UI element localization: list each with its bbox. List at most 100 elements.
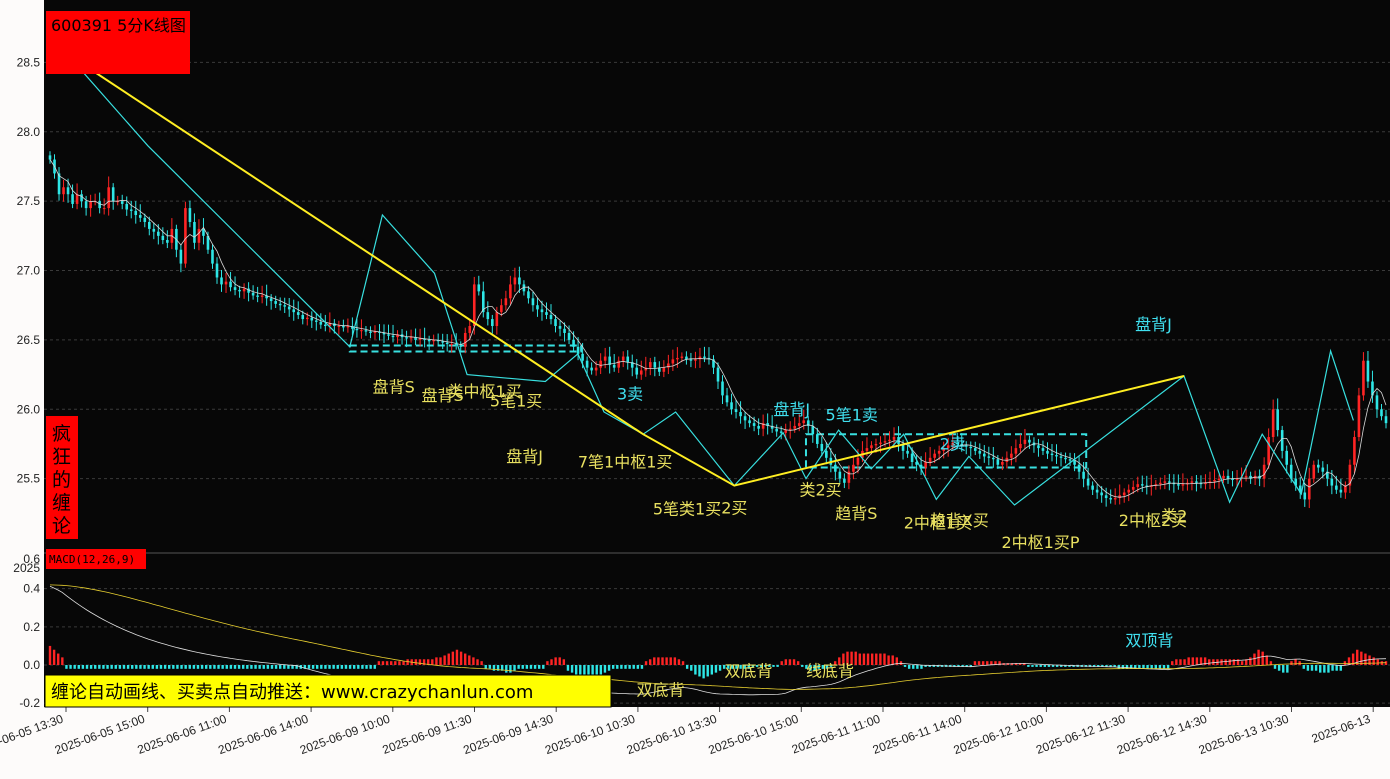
macd-dea-line [49, 584, 1387, 690]
macd-bar [73, 665, 76, 669]
macd-bar [1347, 657, 1351, 665]
candle-body [603, 356, 607, 361]
signal-label: 5笔类1买 [653, 500, 721, 519]
macd-bar [916, 665, 919, 669]
candle-body [57, 173, 61, 195]
macd-bar [295, 665, 298, 669]
candle-body [432, 339, 435, 342]
macd-bar [159, 665, 163, 669]
macd-bar [1265, 655, 1268, 665]
candle-body [685, 356, 688, 360]
candle-body [680, 356, 684, 358]
chart-frame-bg [44, 0, 1390, 707]
macd-bar [1195, 657, 1199, 665]
macd-bar [209, 665, 212, 669]
candle-body [1109, 498, 1112, 500]
side-label-box [46, 416, 78, 539]
macd-bar [324, 665, 327, 669]
candle-body [391, 335, 395, 338]
candle-body [1294, 478, 1298, 486]
candle-body [1335, 485, 1338, 490]
macd-bar [665, 657, 668, 665]
candle-body [825, 450, 828, 458]
macd-bar [780, 661, 783, 665]
candle-body [694, 359, 697, 361]
candle-body [283, 305, 287, 307]
time-tick-label: 2025-06-05 15:00 [53, 712, 147, 758]
macd-bar [887, 655, 890, 665]
macd-bar [529, 665, 533, 669]
macd-bar [422, 659, 426, 665]
macd-bar [846, 651, 849, 665]
candle-body [1041, 448, 1045, 451]
macd-bar [348, 665, 352, 669]
macd-bar [607, 665, 611, 671]
candle-body [721, 381, 724, 396]
macd-bar [583, 665, 586, 675]
macd-bar [546, 661, 549, 665]
macd-bar [862, 653, 866, 665]
clipped-label: 0.6 [23, 552, 40, 566]
candle-body [906, 450, 909, 454]
candle-body [946, 445, 950, 449]
candle-body [581, 353, 584, 361]
macd-tick-label: -0.2 [19, 696, 40, 710]
macd-bar [110, 665, 113, 669]
candle-body [287, 306, 291, 310]
candle-body [1366, 360, 1370, 382]
time-tick-label: 2025-06-10 10:30 [543, 712, 637, 758]
macd-bar [496, 665, 500, 671]
macd-bar [118, 665, 122, 669]
macd-bar [1171, 661, 1174, 665]
macd-bar [98, 665, 101, 669]
candle-body [1181, 484, 1185, 486]
macd-bar [858, 653, 862, 665]
macd-bar [525, 665, 529, 669]
candle-body [1122, 492, 1126, 496]
macd-tick-label: 0.2 [23, 620, 40, 634]
macd-bar [200, 665, 204, 669]
macd-bar [233, 665, 237, 669]
time-tick-label: 2025-06-06 14:00 [216, 712, 310, 758]
candle-body [1298, 485, 1302, 493]
macd-bar [657, 657, 660, 665]
candle-body [739, 412, 742, 417]
macd-bar [126, 665, 130, 669]
macd-bar [710, 665, 714, 675]
macd-bar [998, 661, 1001, 665]
candle-body [107, 187, 110, 209]
macd-bar [1060, 665, 1063, 667]
candle-body [784, 430, 788, 433]
candle-body [766, 423, 769, 426]
macd-bar [624, 665, 627, 669]
candle-body [630, 362, 634, 368]
macd-bar [435, 657, 438, 665]
candle-body [202, 228, 205, 236]
macd-bar [155, 665, 159, 669]
candle-body [635, 367, 639, 375]
candle-body [788, 428, 792, 431]
candle-body [585, 360, 589, 368]
time-tick-label: 2025-06-12 14:30 [1115, 712, 1209, 758]
candle-body [1159, 482, 1162, 485]
time-tick-label: 2025-06-12 10:00 [952, 712, 1046, 758]
macd-bar [418, 659, 422, 665]
macd-bar [759, 665, 763, 667]
candle-body [405, 337, 408, 339]
macd-bar [825, 665, 829, 669]
candle-body [184, 208, 187, 264]
candle-body [71, 194, 74, 204]
macd-bar [722, 665, 726, 669]
candle-body [296, 312, 300, 315]
candle-body [441, 341, 444, 343]
macd-bar [1294, 659, 1297, 665]
candle-body [1104, 495, 1108, 499]
macd-bar [476, 659, 479, 665]
macd-bar [895, 657, 899, 665]
candle-body [157, 231, 160, 236]
macd-bar [1298, 661, 1301, 665]
candle-body [1380, 409, 1383, 417]
candle-body [427, 339, 431, 342]
macd-bar [488, 665, 492, 669]
